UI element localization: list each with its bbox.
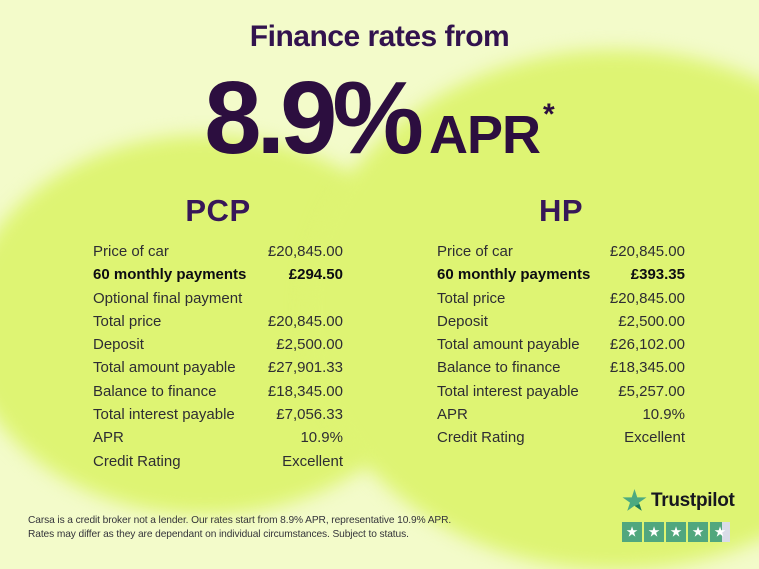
pcp-finance-table: PCP Price of car £20,845.00 60 monthly p… — [93, 193, 343, 473]
row-value: Excellent — [282, 452, 343, 470]
table-row: APR 10.9% — [93, 426, 343, 449]
table-row: Total interest payable £5,257.00 — [437, 380, 685, 403]
row-label: 60 monthly payments — [93, 266, 247, 284]
trustpilot-logo: Trustpilot — [622, 489, 742, 513]
row-label: Total price — [93, 312, 162, 330]
row-value: £294.50 — [288, 266, 343, 284]
row-label: Total price — [437, 289, 506, 307]
trustpilot-rating-stars: ★ ★ ★ ★ ★ — [622, 522, 742, 542]
headline-rate: 8.9% APR * — [0, 66, 759, 169]
row-label: Price of car — [437, 243, 513, 260]
row-value: £393.35 — [630, 266, 685, 284]
table-row: Credit Rating Excellent — [437, 426, 685, 449]
row-label: Total amount payable — [437, 336, 580, 354]
row-value: £20,845.00 — [609, 243, 685, 260]
row-label: 60 monthly payments — [437, 266, 591, 284]
row-value: £2,500.00 — [618, 312, 685, 330]
disclaimer-line: Carsa is a credit broker not a lender. O… — [28, 515, 452, 526]
row-value: Excellent — [624, 429, 685, 447]
row-label: Deposit — [437, 312, 488, 330]
pcp-column-title: PCP — [185, 193, 251, 228]
row-label: Optional final payment — [93, 289, 243, 307]
row-value: £26,102.00 — [609, 336, 685, 354]
star-box-icon: ★ — [688, 522, 708, 542]
trustpilot-wordmark: Trustpilot — [651, 490, 735, 511]
row-value: £2,500.00 — [276, 336, 343, 354]
table-row: Total amount payable £26,102.00 — [437, 333, 685, 356]
row-value: 10.9% — [300, 429, 343, 447]
table-row: Total interest payable £7,056.33 — [93, 403, 343, 426]
table-row: APR 10.9% — [437, 403, 685, 426]
table-row: Deposit £2,500.00 — [437, 310, 685, 333]
row-label: Total interest payable — [93, 406, 235, 424]
table-row: Optional final payment — [93, 287, 343, 310]
star-box-half-icon: ★ — [710, 522, 730, 542]
row-value: £20,845.00 — [609, 289, 685, 307]
table-row: Balance to finance £18,345.00 — [93, 380, 343, 403]
row-label: APR — [437, 406, 468, 424]
row-value: £5,257.00 — [618, 382, 685, 400]
hp-column-title: HP — [538, 193, 584, 228]
row-label: Balance to finance — [93, 382, 217, 400]
star-box-icon: ★ — [622, 522, 642, 542]
rate-apr-label: APR — [429, 105, 541, 165]
row-value: £18,345.00 — [267, 382, 343, 400]
trustpilot-badge[interactable]: Trustpilot ★ ★ ★ ★ ★ — [622, 489, 742, 542]
row-label: APR — [93, 429, 124, 447]
row-value: £20,845.00 — [267, 312, 343, 330]
row-value: £20,845.00 — [267, 243, 343, 260]
table-row: 60 monthly payments £294.50 — [93, 263, 343, 286]
table-row: Total price £20,845.00 — [93, 310, 343, 333]
row-label: Credit Rating — [93, 452, 181, 470]
table-row: Total amount payable £27,901.33 — [93, 356, 343, 379]
star-box-icon: ★ — [666, 522, 686, 542]
hp-finance-table: HP Price of car £20,845.00 60 monthly pa… — [437, 193, 685, 450]
disclaimer-line: Rates may differ as they are dependant o… — [28, 529, 409, 540]
table-row: Total price £20,845.00 — [437, 287, 685, 310]
row-label: Deposit — [93, 336, 144, 354]
row-label: Price of car — [93, 243, 169, 260]
row-value: £27,901.33 — [267, 359, 343, 377]
row-value: £18,345.00 — [609, 359, 685, 377]
row-label: Balance to finance — [437, 359, 561, 377]
table-row: Balance to finance £18,345.00 — [437, 356, 685, 379]
star-box-icon: ★ — [644, 522, 664, 542]
row-label: Total interest payable — [437, 382, 579, 400]
table-row: 60 monthly payments £393.35 — [437, 263, 685, 286]
row-value: £7,056.33 — [276, 406, 343, 424]
legal-disclaimer: Carsa is a credit broker not a lender. O… — [28, 514, 451, 542]
table-row: Credit Rating Excellent — [93, 450, 343, 473]
row-label: Total amount payable — [93, 359, 236, 377]
row-value: 10.9% — [642, 406, 685, 424]
rate-footnote-asterisk: * — [543, 98, 555, 131]
table-row: Price of car £20,845.00 — [437, 240, 685, 263]
rate-value: 8.9% — [204, 60, 424, 175]
banner-title: Finance rates from — [249, 20, 510, 53]
table-row: Deposit £2,500.00 — [93, 333, 343, 356]
trustpilot-star-icon — [622, 489, 647, 511]
row-label: Credit Rating — [437, 429, 525, 447]
table-row: Price of car £20,845.00 — [93, 240, 343, 263]
